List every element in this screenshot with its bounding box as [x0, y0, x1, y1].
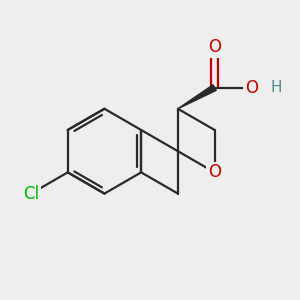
Text: O: O [208, 164, 221, 181]
Text: O: O [208, 38, 221, 56]
Text: Cl: Cl [23, 184, 39, 202]
Polygon shape [178, 85, 216, 109]
Text: H: H [270, 80, 282, 95]
Text: O: O [245, 79, 258, 97]
